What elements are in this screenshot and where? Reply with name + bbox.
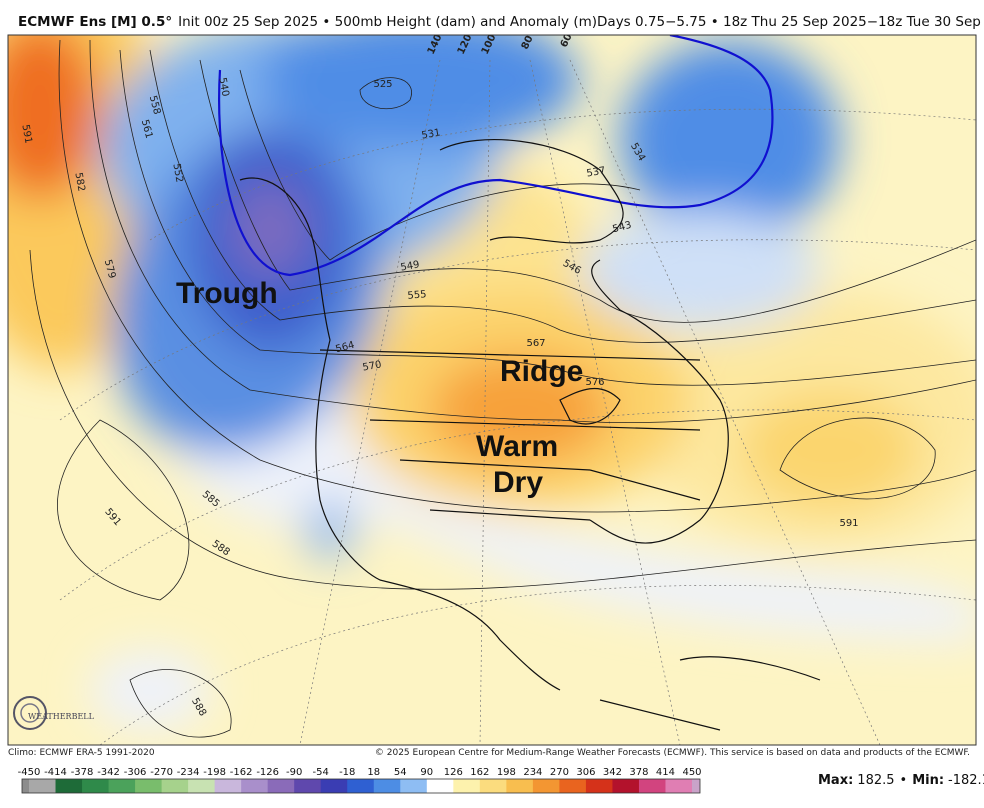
annotations: Trough Ridge Warm Dry [176, 277, 583, 499]
colorbar-segment [479, 779, 507, 793]
colorbar-label: 450 [682, 767, 701, 778]
colorbar-label: 306 [576, 767, 595, 778]
colorbar-label: -342 [97, 767, 120, 778]
contour-label: 540 [216, 77, 230, 98]
colorbar-segment [22, 779, 29, 793]
graticule [59, 59, 976, 745]
colorbar-segment [373, 779, 401, 793]
contour-label: 555 [407, 289, 427, 302]
contour-label: 558 [147, 94, 163, 115]
coastlines [239, 138, 821, 731]
colorbar-segment [692, 779, 700, 793]
colorbar-segment [453, 779, 481, 793]
colorbar-segment [214, 779, 242, 793]
colorbar-label: 54 [394, 767, 407, 778]
contour-label: 591 [839, 518, 858, 529]
min-label: Min: [912, 773, 944, 788]
colorbar-label: -270 [150, 767, 173, 778]
colorbar-segment [612, 779, 640, 793]
colorbar-segment [665, 779, 693, 793]
colorbar-segment [506, 779, 534, 793]
title-model: ECMWF Ens [M] 0.5° [18, 14, 172, 30]
title-description: Init 00z 25 Sep 2025 • 500mb Height (dam… [178, 14, 984, 30]
map-frame [7, 34, 977, 746]
contour-label: 531 [421, 127, 442, 141]
map: Trough Ridge Warm Dry 525 540 558 561 552 591… [8, 35, 976, 745]
colorbar-segment [108, 779, 136, 793]
contour-label: 567 [526, 338, 545, 349]
contour-label: 591 [19, 124, 33, 145]
colorbar-segment [532, 779, 560, 793]
height-contours [29, 39, 976, 738]
annotation: Trough [176, 277, 278, 310]
separator: • [900, 773, 908, 788]
colorbar-label: 162 [470, 767, 489, 778]
title: ECMWF Ens [M] 0.5° Init 00z 25 Sep 2025 •… [18, 14, 984, 30]
colorbar-label: -162 [230, 767, 253, 778]
contour-label: 582 [72, 172, 86, 193]
contour-label: 549 [400, 259, 421, 273]
annotation: Warm [476, 430, 558, 463]
colorbar-label: -90 [286, 767, 302, 778]
contour-label: 564 [334, 340, 355, 356]
colorbar-label: -54 [313, 767, 329, 778]
colorbar-frame [21, 778, 701, 794]
colorbar-segment [400, 779, 428, 793]
colorbar-segment [347, 779, 375, 793]
colorbar-label: -306 [124, 767, 147, 778]
colorbar-segment [135, 779, 163, 793]
colorbar-segment [638, 779, 666, 793]
colorbar-label: 270 [550, 767, 569, 778]
colorbar-segment [82, 779, 110, 793]
contour-label: 525 [373, 79, 392, 90]
colorbar-label: -198 [203, 767, 226, 778]
colorbar-segment [320, 779, 348, 793]
contour-label: 552 [170, 163, 184, 184]
colorbar-label: -414 [44, 767, 67, 778]
colorbar-label: 198 [497, 767, 516, 778]
colorbar-segment [161, 779, 189, 793]
contour-label: 561 [139, 118, 155, 139]
climo-note: Climo: ECMWF ERA-5 1991-2020 [8, 748, 155, 758]
colorbar-segment [267, 779, 295, 793]
max-label: Max: [818, 773, 853, 788]
logo: WEATHERBELL [13, 696, 95, 730]
colorbar-label: 90 [420, 767, 433, 778]
colorbar-segment [55, 779, 83, 793]
colorbar-label: 234 [523, 767, 542, 778]
annotation: Ridge [500, 355, 583, 388]
annotation: Dry [493, 466, 543, 499]
colorbar-label: -18 [339, 767, 355, 778]
colorbar-label: 378 [629, 767, 648, 778]
colorbar-segment [426, 779, 454, 793]
colorbar-label: -378 [71, 767, 94, 778]
colorbar-label: 414 [656, 767, 675, 778]
min-value: -182.1 [948, 773, 984, 788]
colorbar-segment [559, 779, 587, 793]
contour-label: 537 [586, 165, 607, 179]
colorbar-label: 18 [367, 767, 380, 778]
contour-label: 579 [102, 258, 118, 279]
logo-text: WEATHERBELL [28, 712, 95, 721]
colorbar-segment [29, 779, 57, 793]
colorbar-label: -234 [177, 767, 200, 778]
reference-contour [218, 35, 774, 277]
colorbar-segment [585, 779, 613, 793]
contour-label: 570 [362, 359, 383, 373]
colorbar-segment [188, 779, 216, 793]
colorbar-label: -126 [256, 767, 279, 778]
colorbar-label: 126 [444, 767, 463, 778]
contour-label: 543 [611, 220, 632, 236]
colorbar-label: 342 [603, 767, 622, 778]
colorbar-label: -450 [18, 767, 41, 778]
stats: Max: 182.5 • Min: -182.1 [818, 773, 984, 788]
colorbar: -450 -414 -378 -342 -306 -270 -234 -198 -162 -126… [18, 767, 702, 794]
contour-label: 576 [585, 377, 604, 388]
colorbar-segment [294, 779, 322, 793]
colorbar-segment [241, 779, 269, 793]
max-value: 182.5 [857, 773, 894, 788]
copyright: © 2025 European Centre for Medium-Range … [375, 748, 970, 758]
anomaly-fill [8, 35, 976, 730]
